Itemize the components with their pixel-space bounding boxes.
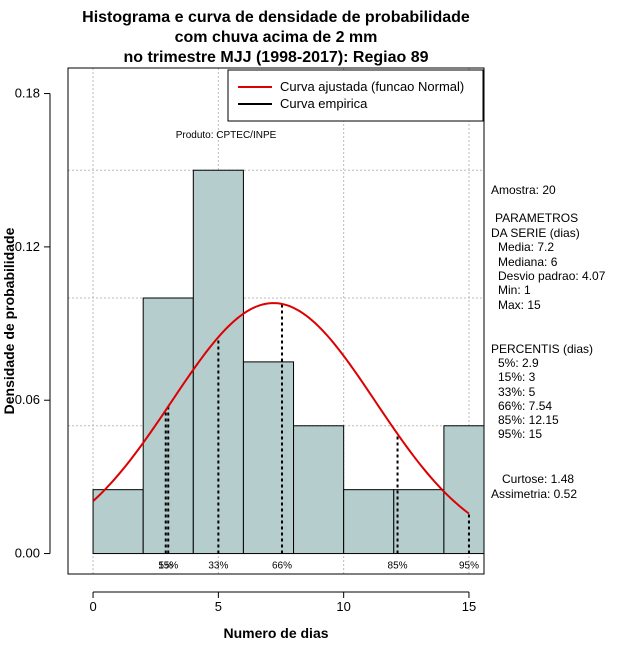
stat-p95: 95%: 15 (498, 427, 542, 441)
parametros-title-1: PARAMETROS (495, 211, 578, 225)
percentile-lines: 5%15% 33% 66% 85% 95% (158, 303, 479, 572)
stat-curtose: Curtose: 1.48 (502, 472, 574, 486)
y-tick-label-2: 0.12 (15, 239, 40, 254)
stat-p66: 66%: 7.54 (498, 399, 552, 413)
stat-mediana: Mediana: 6 (498, 255, 558, 269)
legend-box (227, 69, 484, 122)
x-tick-label-10: 10 (336, 599, 350, 614)
legend-label-fitted: Curva ajustada (funcao Normal) (280, 79, 464, 94)
stat-amostra: Amostra: 20 (491, 183, 556, 197)
legend-label-empirical: Curva empirica (280, 96, 368, 111)
y-tick-label-3: 0.18 (15, 86, 40, 101)
axes: 0 5 10 15 0.00 0.06 0.12 0.18 (15, 86, 477, 614)
y-tick-label-0: 0.00 (15, 546, 40, 561)
chart-title-line-2: com chuva acima de 2 mm (175, 29, 378, 46)
plot-frame (67, 67, 485, 575)
histogram-bars (92, 169, 484, 555)
percentis-title: PERCENTIS (dias) (491, 342, 593, 356)
stat-min: Min: 1 (498, 283, 531, 297)
histogram-bar-3 (242, 361, 295, 555)
stat-p33: 33%: 5 (498, 385, 536, 399)
chart-title-line-3: no trimestre MJJ (1998-2017): Regiao 89 (123, 49, 428, 66)
x-tick-label-15: 15 (462, 599, 476, 614)
histogram-bar-4 (293, 425, 345, 555)
stat-p15: 15%: 3 (498, 370, 536, 384)
parametros-title-2: DA SERIE (dias) (491, 226, 580, 240)
stat-desvio: Desvio padrao: 4.07 (498, 269, 606, 283)
histogram-bar-7 (443, 425, 484, 555)
x-tick-label-5: 5 (215, 599, 222, 614)
y-axis-title: Densidade de probabilidade (1, 227, 17, 414)
percentile-label-33pct: 33% (208, 561, 228, 572)
percentile-label-95pct: 95% (459, 561, 479, 572)
stat-media: Media: 7.2 (498, 240, 554, 254)
percentile-label-85pct: 85% (388, 561, 408, 572)
x-axis-title: Numero de dias (223, 625, 328, 641)
x-tick-label-0: 0 (89, 599, 96, 614)
y-tick-label-1: 0.06 (15, 392, 40, 407)
stat-p85: 85%: 12.15 (498, 413, 559, 427)
chart-title-line-1: Histograma e curva de densidade de proba… (82, 9, 470, 26)
stat-p5: 5%: 2.9 (498, 356, 539, 370)
stat-assimetria: Assimetria: 0.52 (491, 487, 577, 501)
stat-max: Max: 15 (498, 298, 541, 312)
histogram-bar-2 (192, 169, 244, 555)
fitted-curve-layer (92, 302, 470, 515)
histogram-bar-0 (92, 489, 144, 555)
histogram-bar-6 (393, 489, 445, 555)
legend: Curva ajustada (funcao Normal) Curva emp… (227, 69, 484, 122)
fitted-normal-curve (92, 302, 470, 515)
percentile-label-5pct: 5% (159, 561, 174, 572)
histogram-bar-5 (343, 489, 395, 555)
stats-panel: Amostra: 20 PARAMETROS DA SERIE (dias) M… (491, 183, 606, 501)
product-annotation: Produto: CPTEC/INPE (176, 130, 277, 141)
percentile-label-15pct: 15% (158, 561, 178, 572)
percentile-label-66pct: 66% (272, 561, 292, 572)
